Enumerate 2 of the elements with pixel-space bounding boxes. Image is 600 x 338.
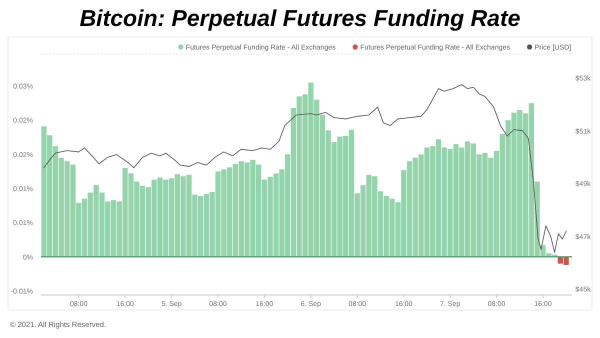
line-series: [44, 84, 567, 253]
chart-title: Bitcoin: Perpetual Futures Funding Rate: [80, 5, 521, 31]
